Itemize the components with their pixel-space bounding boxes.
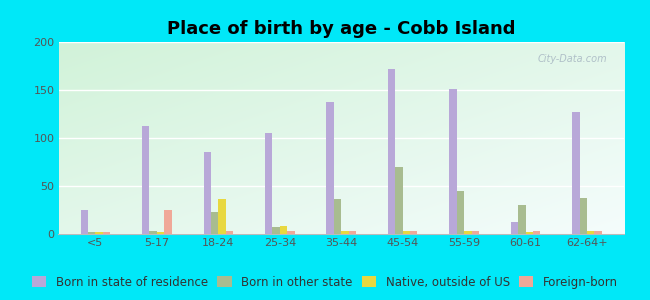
Bar xyxy=(287,231,294,234)
Text: City-Data.com: City-Data.com xyxy=(538,53,607,64)
Bar xyxy=(211,212,218,234)
Bar xyxy=(81,210,88,234)
Bar xyxy=(573,112,580,234)
Bar xyxy=(341,231,348,234)
Bar xyxy=(326,103,334,234)
Legend: Born in state of residence, Born in other state, Native, outside of US, Foreign-: Born in state of residence, Born in othe… xyxy=(30,273,620,291)
Bar xyxy=(403,231,410,234)
Bar xyxy=(96,232,103,234)
Bar xyxy=(280,226,287,234)
Bar xyxy=(157,232,164,234)
Bar xyxy=(457,191,464,234)
Bar xyxy=(449,89,457,234)
Bar xyxy=(203,152,211,234)
Bar xyxy=(587,231,595,234)
Bar xyxy=(518,205,526,234)
Bar xyxy=(471,231,479,234)
Bar xyxy=(272,227,280,234)
Bar xyxy=(395,167,403,234)
Bar xyxy=(103,232,110,234)
Bar xyxy=(533,231,540,234)
Bar xyxy=(348,231,356,234)
Bar xyxy=(410,231,417,234)
Bar xyxy=(218,200,226,234)
Title: Place of birth by age - Cobb Island: Place of birth by age - Cobb Island xyxy=(167,20,515,38)
Bar xyxy=(580,197,587,234)
Bar xyxy=(142,127,150,234)
Bar xyxy=(226,231,233,234)
Bar xyxy=(164,210,172,234)
Bar xyxy=(511,221,518,234)
Bar xyxy=(526,232,533,234)
Bar xyxy=(88,232,96,234)
Bar xyxy=(334,200,341,234)
Bar xyxy=(388,69,395,234)
Bar xyxy=(150,231,157,234)
Bar xyxy=(464,231,471,234)
Bar xyxy=(595,231,602,234)
Bar xyxy=(265,133,272,234)
